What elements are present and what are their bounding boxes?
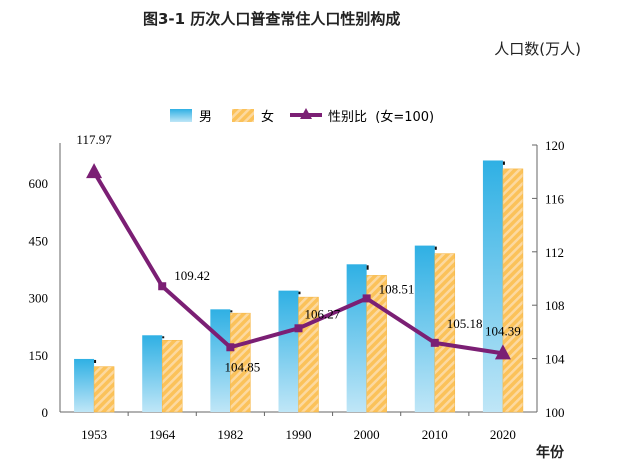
legend-swatch-female bbox=[232, 109, 254, 122]
bar-marker-1964 bbox=[162, 336, 165, 339]
bar-female-2010 bbox=[434, 253, 456, 413]
x-axis-label: 年份 bbox=[536, 445, 564, 461]
point-triangle-1953 bbox=[86, 163, 103, 179]
bar-male-1953 bbox=[74, 358, 95, 412]
bar-marker-2020 bbox=[502, 161, 505, 165]
bar-female-1953 bbox=[93, 366, 115, 413]
bar-marker-2000 bbox=[366, 265, 369, 270]
y-right-tick-label: 112 bbox=[545, 245, 564, 260]
y-left-tick-label: 450 bbox=[29, 233, 49, 248]
y-left-tick-label: 0 bbox=[42, 405, 49, 420]
data-label-1964: 109.42 bbox=[174, 268, 210, 283]
data-label-2020: 104.39 bbox=[485, 323, 521, 338]
bar-male-1964 bbox=[142, 335, 163, 412]
y-left-tick-label: 150 bbox=[29, 348, 49, 363]
bar-male-2000 bbox=[346, 264, 367, 412]
y-left-tick-label: 300 bbox=[29, 291, 49, 306]
data-label-1953: 117.97 bbox=[76, 132, 112, 147]
legend: 男 女 性别比 (女=100) bbox=[170, 108, 434, 125]
legend-triangle-icon bbox=[300, 108, 312, 119]
y-right-tick-label: 120 bbox=[545, 138, 565, 153]
y-right-tick-label: 100 bbox=[545, 405, 565, 420]
bar-female-2020 bbox=[502, 168, 524, 413]
chart-title: 图3-1 历次人口普查常住人口性别构成 bbox=[143, 10, 401, 28]
legend-label-female: 女 bbox=[261, 109, 274, 125]
x-tick-label: 2000 bbox=[354, 427, 380, 442]
y-axis-label: 人口数(万人) bbox=[494, 40, 581, 58]
x-tick-label: 2020 bbox=[490, 427, 516, 442]
bar-marker-1953 bbox=[94, 359, 97, 364]
bar-female-1982 bbox=[230, 312, 251, 413]
point-2010 bbox=[430, 338, 439, 347]
y-left-tick-label: 600 bbox=[29, 176, 49, 191]
point-1964 bbox=[158, 282, 167, 291]
bar-marker-1990 bbox=[298, 291, 301, 295]
point-1982 bbox=[226, 343, 235, 352]
x-tick-label: 2010 bbox=[422, 427, 448, 442]
y-right-tick-label: 108 bbox=[545, 298, 565, 313]
data-label-2010: 105.18 bbox=[447, 316, 483, 331]
y-right-tick-label: 116 bbox=[545, 191, 565, 206]
bar-male-2020 bbox=[482, 160, 503, 412]
bar-male-2010 bbox=[414, 245, 435, 412]
point-1990 bbox=[294, 324, 303, 333]
x-tick-label: 1982 bbox=[217, 427, 243, 442]
point-triangle-2020 bbox=[494, 344, 511, 360]
legend-swatch-male bbox=[170, 109, 192, 122]
bar-male-1990 bbox=[278, 290, 299, 412]
x-tick-label: 1990 bbox=[286, 427, 312, 442]
data-label-1990: 106.27 bbox=[305, 306, 341, 321]
y-right-tick-label: 104 bbox=[545, 352, 565, 367]
x-tick-label: 1953 bbox=[81, 427, 107, 442]
data-label-2000: 108.51 bbox=[379, 281, 415, 296]
legend-label-ratio: 性别比 (女=100) bbox=[328, 109, 434, 125]
x-tick-label: 1964 bbox=[149, 427, 176, 442]
point-2000 bbox=[362, 294, 371, 303]
bar-marker-2010 bbox=[434, 246, 437, 250]
legend-label-male: 男 bbox=[199, 110, 212, 125]
data-label-1982: 104.85 bbox=[224, 359, 260, 374]
bar-marker-1982 bbox=[230, 310, 233, 313]
bar-female-1964 bbox=[161, 339, 183, 413]
